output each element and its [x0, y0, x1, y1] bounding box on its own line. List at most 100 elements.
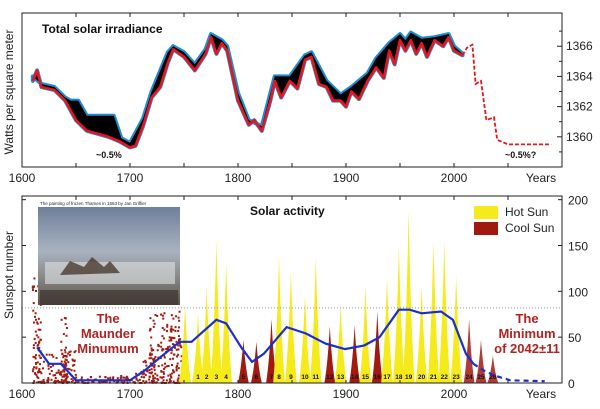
- maunder-marker: [165, 347, 168, 350]
- maunder-marker: [161, 335, 164, 338]
- cycle-peak: [392, 245, 405, 383]
- maunder-marker: [144, 361, 147, 364]
- maunder-marker: [37, 370, 40, 373]
- cycle-peak: [381, 277, 393, 383]
- maunder-marker: [54, 374, 57, 377]
- maunder-marker: [45, 353, 48, 356]
- maunder-marker: [64, 351, 67, 354]
- maunder-marker: [33, 380, 36, 383]
- maunder-marker: [169, 358, 172, 361]
- cycle-number-label: 6: [255, 374, 259, 381]
- sunspot-xtick-label: 1900: [333, 387, 360, 401]
- maunder-marker: [151, 353, 154, 356]
- cycle-peak: [324, 326, 336, 383]
- cycle-number-label: 20: [418, 374, 426, 381]
- maunder-marker: [161, 314, 164, 317]
- maunder-marker: [32, 368, 35, 371]
- maunder-marker: [172, 317, 175, 320]
- maunder-marker: [176, 355, 179, 358]
- maunder-marker: [70, 369, 73, 372]
- maunder-marker: [153, 369, 156, 372]
- maunder-marker: [152, 325, 155, 328]
- maunder-marker: [151, 364, 154, 367]
- maunder-marker: [162, 317, 165, 320]
- maunder-marker: [73, 363, 76, 366]
- maunder-marker: [177, 316, 180, 319]
- maunder-marker: [137, 379, 140, 382]
- cycle-peak: [371, 311, 383, 383]
- maunder-marker: [166, 347, 169, 350]
- maunder-marker: [148, 353, 151, 356]
- maunder-marker: [153, 365, 156, 368]
- maunder-marker: [170, 376, 173, 379]
- maunder-marker: [143, 376, 146, 379]
- maunder-marker: [40, 380, 43, 383]
- maunder-marker: [34, 372, 37, 375]
- maunder-marker: [173, 353, 176, 356]
- maunder-marker: [52, 381, 55, 384]
- maunder-marker: [39, 371, 42, 374]
- maunder-marker: [169, 380, 172, 383]
- maunder-marker: [33, 366, 36, 369]
- maunder-marker: [34, 341, 37, 344]
- cycle-peak: [273, 256, 285, 383]
- maunder-marker: [37, 343, 40, 346]
- maunder-marker: [162, 376, 165, 379]
- maunder-marker: [142, 360, 145, 363]
- maunder-marker: [33, 356, 36, 359]
- cycle-peak: [266, 318, 277, 383]
- maunder-marker: [54, 379, 57, 382]
- maunder-marker: [62, 375, 65, 378]
- tsi-ytick-label: 1360: [566, 130, 593, 144]
- maunder-marker: [55, 357, 58, 360]
- cycle-number-label: 23: [453, 374, 461, 381]
- tsi-title: Total solar irradiance: [42, 22, 163, 36]
- maunder-marker: [68, 381, 71, 384]
- maunder-marker: [161, 364, 164, 367]
- minimum-annotation: The Minimum of 2042±11: [494, 311, 560, 356]
- maunder-marker: [169, 328, 172, 331]
- cycle-peak: [487, 355, 499, 383]
- maunder-marker: [39, 321, 42, 324]
- sunspot-ylabel: Sunspot number: [2, 231, 16, 319]
- maunder-marker: [34, 330, 37, 333]
- maunder-marker: [71, 358, 74, 361]
- sunspot-xtick-label: 2000: [441, 387, 468, 401]
- sunspot-xtick-label: 1600: [9, 387, 36, 401]
- maunder-marker: [34, 362, 37, 365]
- maunder-marker: [153, 322, 156, 325]
- maunder-marker: [165, 379, 168, 382]
- maunder-marker: [170, 314, 173, 317]
- maunder-marker: [175, 315, 178, 318]
- maunder-marker: [64, 323, 67, 326]
- maunder-marker: [35, 318, 38, 321]
- sunspot-title: Solar activity: [250, 204, 325, 218]
- maunder-marker: [42, 378, 45, 381]
- maunder-marker: [153, 366, 156, 369]
- maunder-marker: [170, 349, 173, 352]
- tsi-ytick-label: 1362: [566, 100, 593, 114]
- maunder-marker: [60, 380, 63, 383]
- tsi-plot-area: [30, 30, 552, 150]
- maunder-marker: [63, 360, 66, 363]
- maunder-marker: [77, 381, 80, 384]
- maunder-marker: [178, 338, 181, 341]
- maunder-marker: [48, 372, 51, 375]
- maunder-marker: [61, 353, 64, 356]
- maunder-marker: [174, 326, 177, 329]
- sunspot-ytick-label: 100: [568, 285, 588, 299]
- smoothed-activity-line: [36, 308, 475, 382]
- maunder-marker: [149, 344, 152, 347]
- maunder-marker: [48, 353, 51, 356]
- maunder-marker: [57, 369, 60, 372]
- maunder-marker: [57, 371, 60, 374]
- maunder-marker: [152, 358, 155, 361]
- maunder-marker: [62, 369, 65, 372]
- maunder-marker: [161, 326, 164, 329]
- maunder-marker: [31, 289, 34, 292]
- cycle-number-label: 2: [205, 374, 209, 381]
- maunder-marker: [142, 379, 145, 382]
- maunder-marker: [117, 380, 120, 383]
- maunder-marker: [62, 333, 65, 336]
